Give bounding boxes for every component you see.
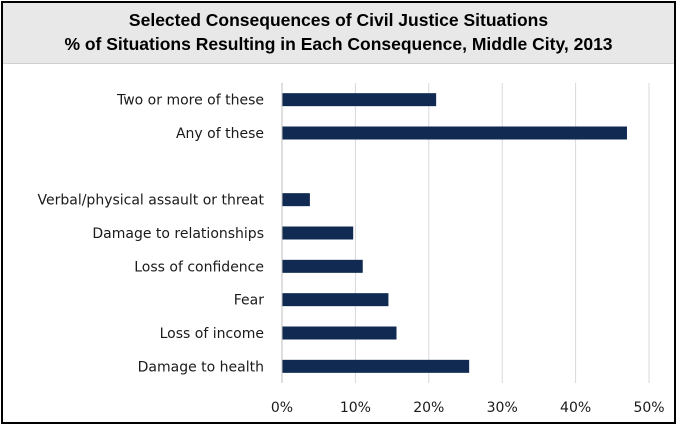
bar-1 xyxy=(282,126,627,140)
x-tick-label-1: 10% xyxy=(340,400,371,416)
bar-5 xyxy=(282,259,363,273)
chart-title: Selected Consequences of Civil Justice S… xyxy=(128,10,549,30)
bar-3 xyxy=(282,193,310,207)
category-label-7: Loss of income xyxy=(160,326,264,342)
x-tick-label-5: 50% xyxy=(633,400,664,416)
category-label-3: Verbal/physical assault or threat xyxy=(38,193,265,209)
category-label-8: Damage to health xyxy=(138,359,264,375)
category-label-5: Loss of confidence xyxy=(134,259,264,275)
category-label-0: Two or more of these xyxy=(116,93,264,109)
category-label-6: Fear xyxy=(234,293,264,309)
bar-8 xyxy=(282,359,470,373)
chart-subtitle: % of Situations Resulting in Each Conseq… xyxy=(64,34,613,54)
bar-4 xyxy=(282,226,354,240)
x-tick-label-3: 30% xyxy=(487,400,518,416)
title-band: Selected Consequences of Civil Justice S… xyxy=(3,3,674,64)
x-tick-label-4: 40% xyxy=(560,400,591,416)
x-tick-label-2: 20% xyxy=(413,400,444,416)
category-label-1: Any of these xyxy=(176,126,264,142)
bar-6 xyxy=(282,293,389,307)
category-label-4: Damage to relationships xyxy=(92,226,264,242)
x-tick-label-0: 0% xyxy=(271,400,293,416)
bar-7 xyxy=(282,326,397,340)
bar-0 xyxy=(282,93,437,107)
